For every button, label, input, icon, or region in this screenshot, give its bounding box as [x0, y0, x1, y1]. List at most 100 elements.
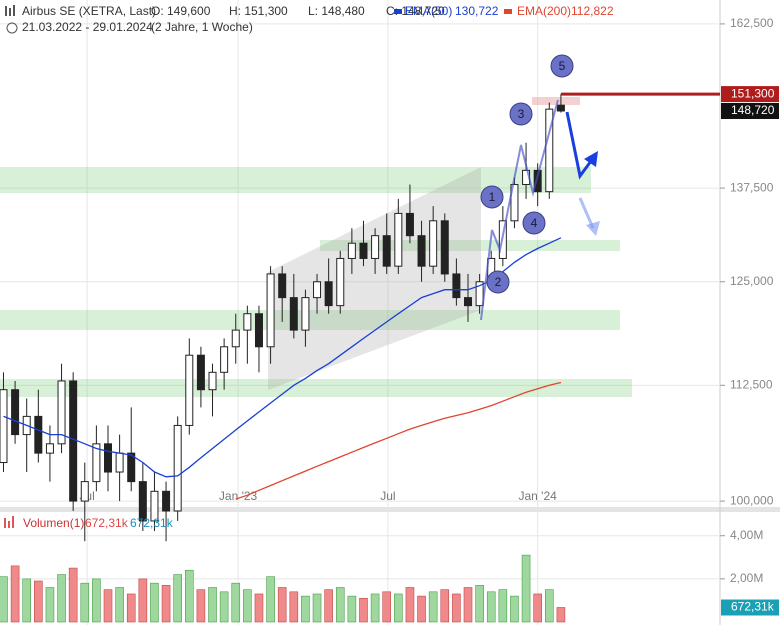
- price-marker: [721, 86, 779, 103]
- volume-bar: [115, 587, 124, 623]
- wave-marker: [486, 270, 510, 294]
- candle-body: [440, 220, 449, 275]
- volume-bar: [173, 574, 182, 623]
- candle-body: [336, 257, 345, 307]
- y-tick-label: 137,500: [730, 180, 774, 194]
- volume-bar: [0, 576, 8, 623]
- price-marker-label: 151,300: [731, 86, 775, 100]
- volume-bar: [498, 589, 508, 623]
- zone: [0, 310, 620, 330]
- arrow-head: [586, 221, 600, 236]
- candle-body: [382, 235, 391, 267]
- candle-body: [115, 452, 124, 473]
- price-marker: [721, 102, 779, 119]
- wave-marker: [522, 211, 546, 235]
- candle-body: [545, 108, 554, 193]
- candle-body: [359, 242, 368, 259]
- x-tick-label: Jul: [380, 489, 395, 503]
- candle-body: [57, 380, 66, 445]
- panel-separator: [0, 507, 780, 512]
- legend-value: 112,822: [571, 4, 614, 18]
- y-tick-label: 2,00M: [730, 571, 763, 585]
- arrow-head: [584, 151, 598, 167]
- candle-body: [533, 169, 542, 193]
- volume-bar: [486, 591, 496, 623]
- x-tick-label: Jan '23: [219, 489, 258, 503]
- volume-bar: [359, 597, 368, 623]
- volume-bar: [57, 574, 66, 623]
- y-tick-label: 125,000: [730, 274, 774, 288]
- candle-body: [510, 184, 519, 222]
- volume-marker: [721, 599, 779, 616]
- volume-bar: [22, 578, 32, 623]
- candle-body: [266, 273, 275, 348]
- candle-body: [220, 346, 229, 373]
- volume-bar: [521, 554, 531, 623]
- candle-body: [104, 443, 112, 473]
- volume-bar: [394, 593, 403, 623]
- volume-bar: [533, 593, 542, 623]
- candle-body: [324, 281, 333, 307]
- candle-body: [150, 490, 159, 522]
- volume-bar: [277, 587, 287, 623]
- volume-bar: [289, 591, 299, 623]
- volume-title: Volumen(1): [23, 516, 84, 530]
- icon: [12, 516, 14, 528]
- candle-body: [254, 313, 263, 348]
- channel: [268, 167, 481, 390]
- zone: [0, 379, 632, 397]
- volume-bar: [10, 565, 20, 623]
- price-marker-label: 148,720: [731, 103, 775, 117]
- candle-body: [405, 212, 414, 237]
- candle-body: [162, 490, 171, 512]
- icon: [5, 6, 7, 16]
- candle-body: [45, 443, 54, 454]
- wave-line: [480, 99, 559, 321]
- candle-body: [475, 281, 484, 307]
- volume-bar: [231, 582, 241, 623]
- x-tick-label: Jan '24: [519, 489, 558, 503]
- icon: [13, 5, 15, 16]
- volume-bar: [68, 567, 78, 623]
- wave-marker: [550, 54, 574, 78]
- legend-value: 130,722: [455, 4, 499, 18]
- legend-label: EMA(50): [405, 4, 452, 18]
- drawings: [480, 99, 600, 321]
- wave-label: 1: [489, 190, 496, 204]
- volume-bar: [150, 582, 159, 623]
- volume-bar: [196, 589, 206, 623]
- volume-bar: [510, 595, 519, 623]
- ohlc: O: 149,600: [151, 4, 211, 18]
- volume-bar: [417, 595, 426, 623]
- candle-body: [231, 329, 240, 348]
- volume-bar: [254, 593, 264, 623]
- y-tick-label: 162,500: [730, 16, 774, 30]
- ohlc: C: 148,720: [386, 4, 445, 18]
- candle-body: [243, 313, 252, 331]
- volume-bar: [370, 593, 380, 623]
- zone: [0, 167, 591, 193]
- candle-body: [11, 389, 20, 436]
- date-range: 21.03.2022 - 29.01.2024: [22, 20, 153, 34]
- volume-bar: [219, 591, 229, 623]
- marks: [0, 92, 720, 623]
- icon: [9, 8, 11, 16]
- volume-bar: [324, 589, 333, 623]
- volume-bar: [556, 607, 566, 623]
- volume-bar: [335, 587, 345, 623]
- volume-bar: [452, 593, 461, 623]
- volume-value: 672,31k: [85, 516, 129, 530]
- volume-bar: [80, 582, 90, 623]
- candle-body: [196, 354, 205, 391]
- candle-body: [138, 481, 147, 522]
- legend-swatch: [504, 9, 512, 14]
- zones: [0, 97, 632, 397]
- ema-line: [235, 381, 562, 500]
- volume-bar: [440, 589, 450, 623]
- candle-body: [347, 242, 356, 259]
- y-tick-label: 100,000: [730, 493, 774, 507]
- candle-body: [417, 235, 426, 267]
- volume-bar: [243, 589, 252, 623]
